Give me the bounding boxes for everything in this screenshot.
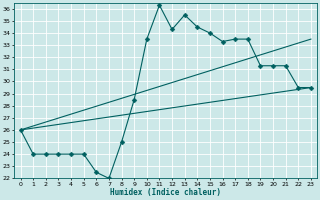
X-axis label: Humidex (Indice chaleur): Humidex (Indice chaleur): [110, 188, 221, 197]
